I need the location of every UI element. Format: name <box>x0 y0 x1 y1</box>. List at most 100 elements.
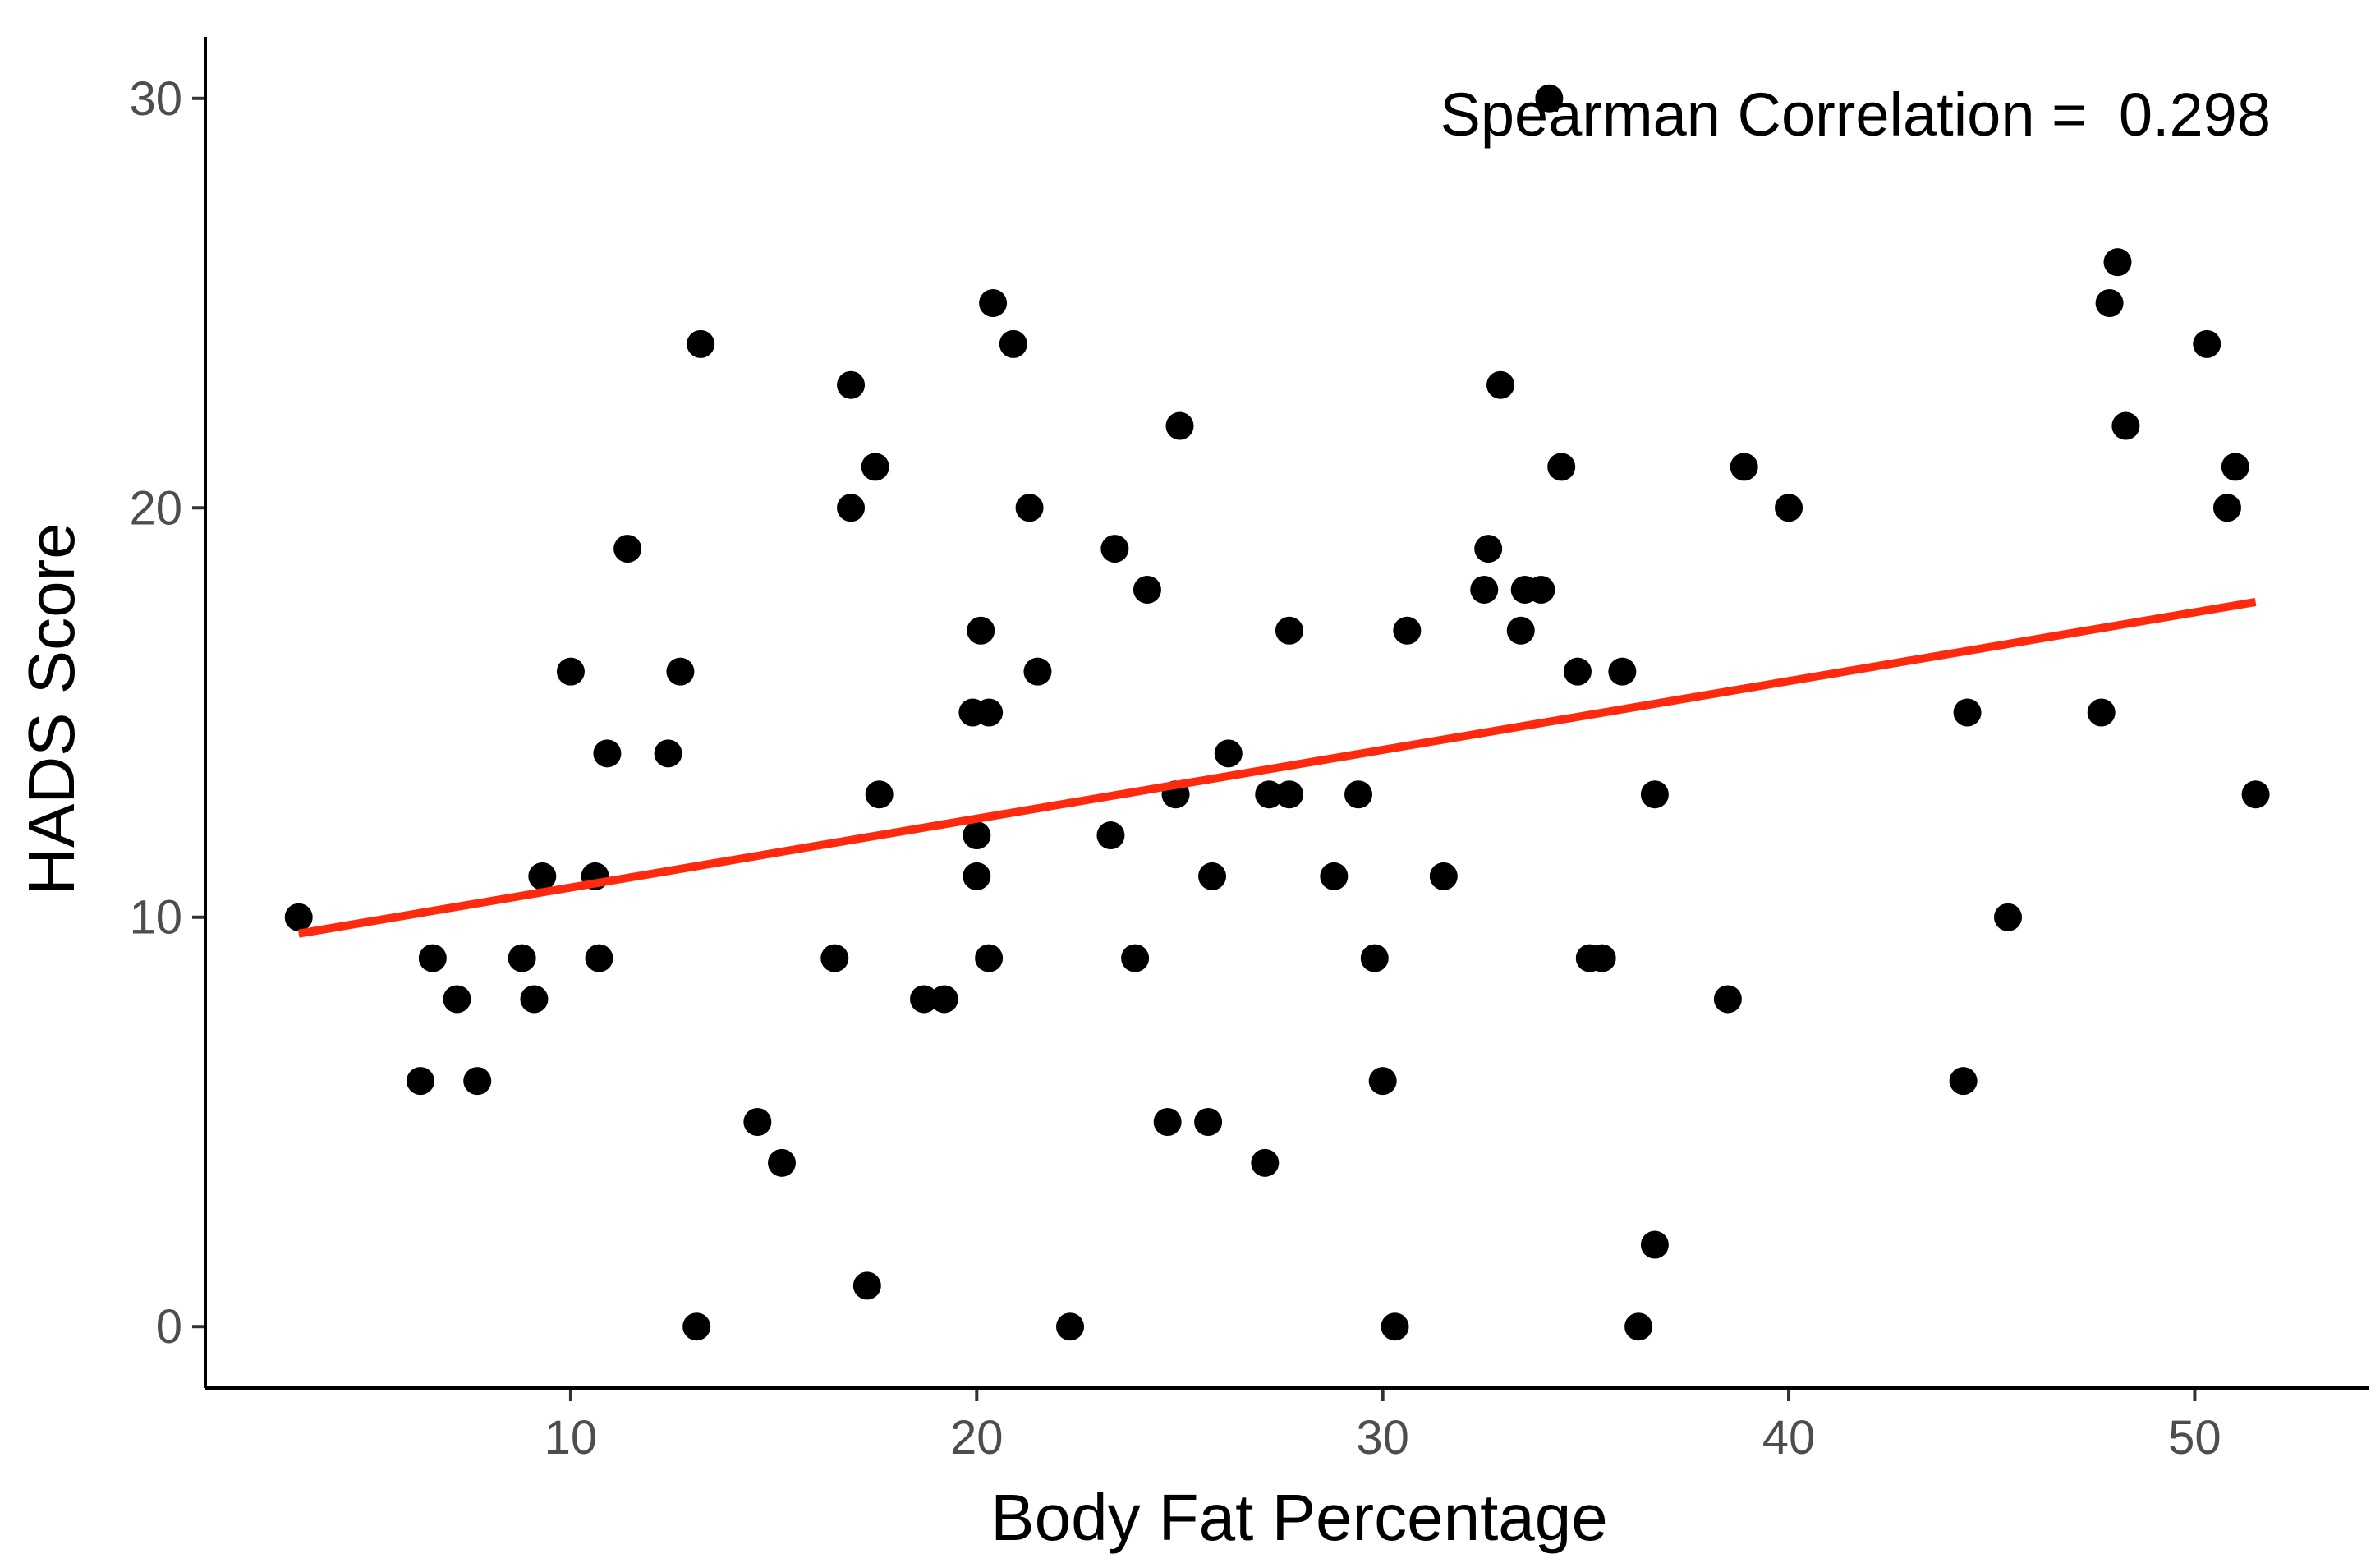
data-point <box>837 494 866 522</box>
data-point <box>556 657 585 686</box>
data-point <box>1320 862 1349 890</box>
data-point <box>1275 780 1303 809</box>
data-point <box>743 1107 772 1136</box>
data-point <box>1381 1312 1409 1341</box>
data-point <box>1527 575 1555 604</box>
regression-line <box>297 597 2257 938</box>
data-point <box>520 985 549 1014</box>
data-point <box>2103 248 2132 277</box>
x-axis-ticks: 10 20 30 40 50 <box>544 1388 2221 1464</box>
data-point <box>852 1271 881 1300</box>
x-tick-label: 40 <box>1762 1411 1816 1464</box>
data-point <box>2212 494 2241 522</box>
data-point <box>967 616 995 645</box>
y-tick-label: 30 <box>129 72 182 126</box>
x-tick-label: 20 <box>950 1411 1004 1464</box>
y-axis-title: HADS Score <box>15 522 88 894</box>
data-point <box>1393 616 1422 645</box>
data-point <box>1096 821 1125 850</box>
data-point <box>1255 780 1284 809</box>
data-point <box>593 739 622 768</box>
data-point <box>2087 698 2116 727</box>
data-point <box>865 780 894 809</box>
data-point <box>2193 329 2221 358</box>
data-point <box>1994 903 2023 931</box>
data-point <box>1775 494 1803 522</box>
x-tick-label: 50 <box>2168 1411 2221 1464</box>
data-point <box>443 985 471 1014</box>
data-point <box>1640 780 1669 809</box>
spearman-annotation: Spearman Correlation = 0.298 <box>1440 80 2271 149</box>
x-tick-label: 10 <box>544 1411 598 1464</box>
data-point <box>284 903 313 931</box>
data-point <box>963 862 991 890</box>
data-point <box>1624 1312 1653 1341</box>
data-point <box>1713 985 1742 1014</box>
data-point <box>975 698 1004 727</box>
annotation-label: Spearman Correlation = <box>1440 80 2104 149</box>
data-point <box>585 944 613 972</box>
data-point <box>1547 453 1576 481</box>
data-point <box>687 329 715 358</box>
data-point <box>463 1067 492 1096</box>
data-point <box>1640 1230 1669 1259</box>
x-tick-label: 30 <box>1356 1411 1409 1464</box>
data-point <box>1153 1107 1182 1136</box>
data-point <box>654 739 682 768</box>
data-point <box>979 289 1008 318</box>
data-point <box>613 535 642 563</box>
data-point <box>528 862 557 890</box>
data-point <box>1023 657 1052 686</box>
y-axis-ticks: 0 10 20 30 <box>129 72 205 1354</box>
y-tick-label: 10 <box>129 891 182 945</box>
data-point <box>1608 657 1637 686</box>
data-point <box>910 985 939 1014</box>
data-point <box>682 1312 711 1341</box>
data-point <box>1535 84 1564 113</box>
data-point <box>1251 1148 1280 1177</box>
data-point <box>930 985 958 1014</box>
data-point <box>1563 657 1592 686</box>
data-point <box>1056 1312 1085 1341</box>
data-point <box>1121 944 1150 972</box>
data-point <box>1474 535 1503 563</box>
data-point <box>975 944 1004 972</box>
data-point <box>1194 1107 1223 1136</box>
data-point <box>508 944 536 972</box>
data-point <box>1486 370 1515 399</box>
data-point <box>1953 698 1982 727</box>
data-point <box>1275 616 1303 645</box>
y-tick-label: 0 <box>156 1300 182 1354</box>
data-point <box>837 370 866 399</box>
data-point <box>1344 780 1373 809</box>
data-point <box>1214 739 1243 768</box>
data-point <box>418 944 447 972</box>
data-point <box>407 1067 435 1096</box>
data-point <box>963 821 991 850</box>
data-point <box>999 329 1027 358</box>
data-point <box>820 944 849 972</box>
data-point <box>1506 616 1535 645</box>
data-points <box>284 84 2270 1341</box>
data-point <box>1949 1067 1978 1096</box>
data-point <box>1587 944 1616 972</box>
data-point <box>1015 494 1044 522</box>
data-point <box>1360 944 1389 972</box>
data-point <box>2241 780 2270 809</box>
y-tick-label: 20 <box>129 481 182 535</box>
annotation-value: 0.298 <box>2119 80 2271 149</box>
data-point <box>861 453 889 481</box>
data-point <box>2221 453 2249 481</box>
data-point <box>1100 535 1129 563</box>
data-point <box>2111 411 2140 440</box>
data-point <box>1470 575 1499 604</box>
x-axis-title: Body Fat Percentage <box>990 1481 1608 1554</box>
data-point <box>1368 1067 1397 1096</box>
data-point <box>1165 411 1194 440</box>
data-point <box>2095 289 2124 318</box>
data-point <box>768 1148 797 1177</box>
data-point <box>1730 453 1758 481</box>
data-point <box>666 657 695 686</box>
data-point <box>1198 862 1227 890</box>
